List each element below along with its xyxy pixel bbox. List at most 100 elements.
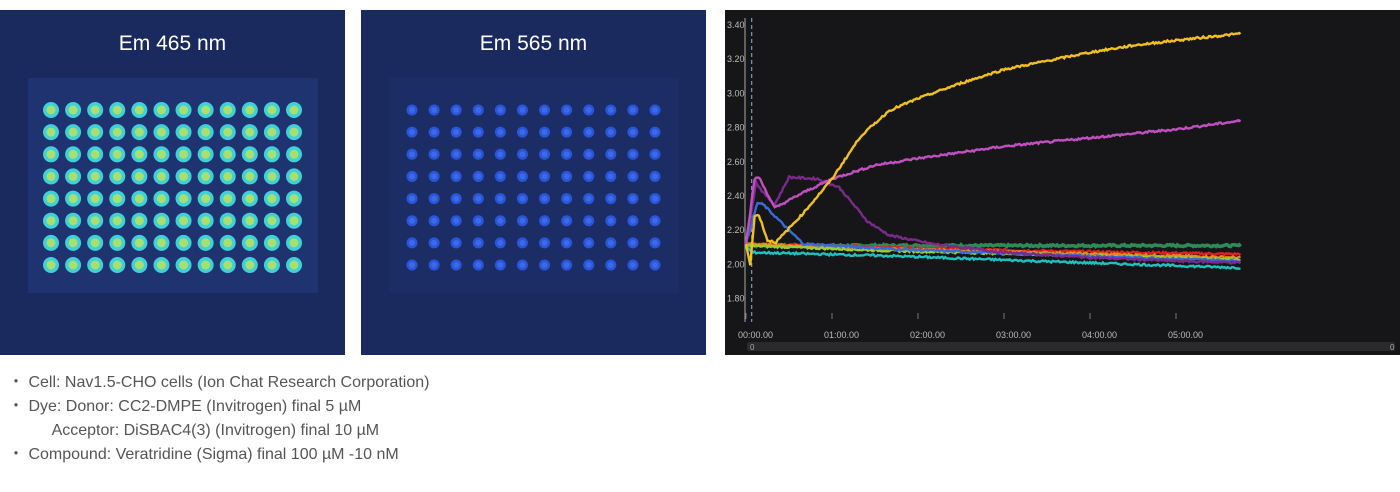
well-core (563, 239, 570, 246)
well-core (201, 171, 211, 181)
well-core (90, 171, 100, 181)
well-core (453, 151, 460, 158)
well-core (497, 151, 504, 158)
well-core (112, 149, 122, 159)
well-core (431, 239, 438, 246)
well-core (68, 149, 78, 159)
well-core (409, 129, 415, 136)
well-core (112, 260, 122, 270)
well-core (223, 127, 233, 137)
well-core (134, 171, 144, 181)
well-core (223, 149, 233, 159)
experiment-notes: ・ Cell: Nav1.5-CHO cells (Ion Chat Resea… (8, 371, 430, 467)
y-tick-label: 3.00 (727, 88, 745, 98)
well-core (179, 238, 189, 248)
well-core (453, 173, 460, 180)
well-core (134, 216, 144, 226)
well-core (563, 173, 570, 180)
well-core (453, 239, 460, 246)
well-core (201, 238, 211, 248)
well-core (112, 194, 122, 204)
well-core (46, 238, 56, 248)
well-core (68, 238, 78, 248)
well-core (475, 107, 482, 113)
well-core (607, 195, 614, 202)
x-tick-label: 00:00.00 (738, 330, 773, 340)
well-core (585, 239, 592, 246)
well-core (134, 105, 144, 115)
well-core (134, 260, 144, 270)
well-core (652, 217, 658, 224)
scrollbar-end-handle[interactable]: 0 (1390, 343, 1395, 352)
well-core (90, 194, 100, 204)
well-core (112, 127, 122, 137)
well-core (652, 195, 658, 202)
well-core (607, 129, 614, 136)
well-core (267, 260, 277, 270)
well-core (46, 171, 56, 181)
well-core (519, 195, 526, 202)
well-core (475, 129, 482, 136)
well-core (585, 107, 592, 113)
well-core (409, 217, 415, 224)
well-core (497, 129, 504, 136)
well-core (431, 129, 438, 136)
well-plate-image (389, 78, 679, 293)
well-core (409, 239, 415, 246)
well-core (563, 129, 570, 136)
well-core (112, 238, 122, 248)
well-core (475, 195, 482, 202)
well-core (519, 217, 526, 224)
time-scrollbar[interactable] (747, 342, 1395, 351)
well-core (267, 127, 277, 137)
well-core (453, 262, 460, 268)
scrollbar-start-handle[interactable]: 0 (750, 343, 755, 352)
well-core (519, 239, 526, 246)
well-core (223, 260, 233, 270)
y-tick-label: 3.40 (727, 20, 745, 30)
well-core (245, 194, 255, 204)
well-core (68, 105, 78, 115)
well-core (497, 217, 504, 224)
well-core (68, 171, 78, 181)
well-core (431, 107, 438, 113)
well-core (409, 195, 415, 202)
well-core (156, 171, 166, 181)
well-core (629, 217, 636, 224)
well-core (607, 173, 614, 180)
well-core (90, 127, 100, 137)
well-core (585, 195, 592, 202)
well-core (245, 127, 255, 137)
series-line (744, 118, 1242, 245)
well-core (156, 127, 166, 137)
well-core (223, 194, 233, 204)
well-core (90, 260, 100, 270)
well-core (112, 171, 122, 181)
x-tick-label: 05:00.00 (1168, 330, 1203, 340)
well-core (201, 260, 211, 270)
y-tick-label: 3.20 (727, 54, 745, 64)
well-core (245, 149, 255, 159)
well-core (267, 216, 277, 226)
well-core (431, 217, 438, 224)
well-core (245, 216, 255, 226)
well-core (607, 262, 614, 268)
well-core (475, 151, 482, 158)
chart-svg: 1.80 2.00 2.20 2.40 2.60 2.80 3.00 3.20 3.40 00:0… (727, 18, 1395, 352)
x-tick-label: 02:00.00 (910, 330, 945, 340)
well-core (245, 260, 255, 270)
well-core (223, 171, 233, 181)
well-core (475, 262, 482, 268)
y-tick-label: 2.20 (727, 225, 745, 235)
well-core (134, 238, 144, 248)
well-core (156, 238, 166, 248)
plate-title: Em 465 nm (118, 32, 227, 55)
well-core (563, 151, 570, 158)
well-core (497, 262, 504, 268)
well-core (245, 105, 255, 115)
well-core (289, 216, 299, 226)
well-core (179, 105, 189, 115)
well-core (453, 217, 460, 224)
well-core (607, 217, 614, 224)
well-core (245, 171, 255, 181)
